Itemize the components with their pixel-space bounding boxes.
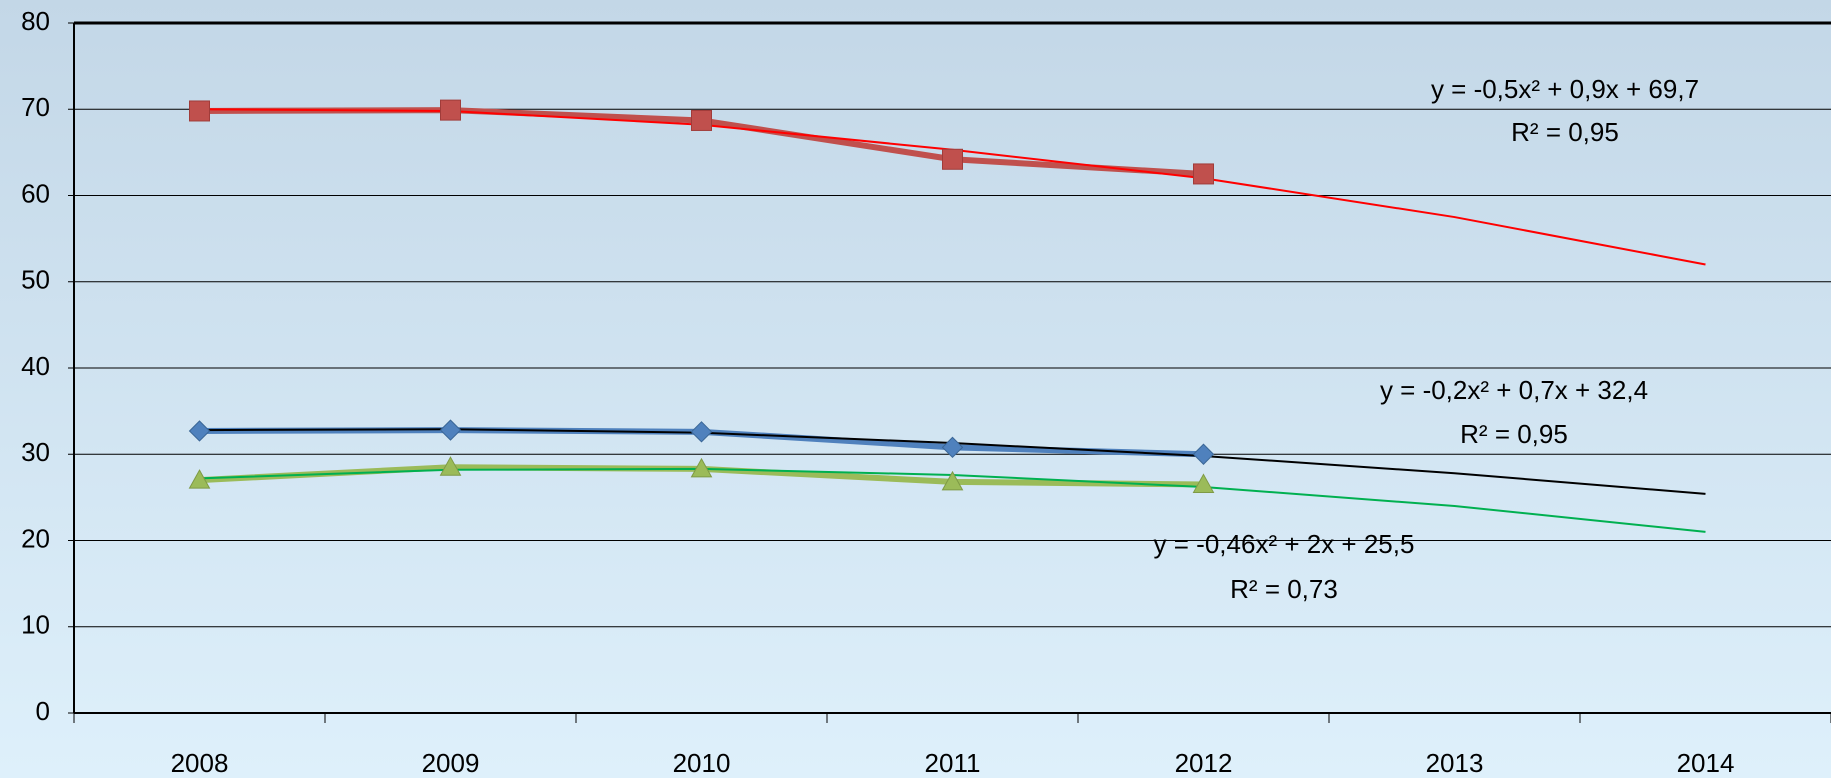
y-tick-label: 50 xyxy=(21,265,50,295)
marker xyxy=(189,100,210,122)
marker xyxy=(188,469,211,489)
marker xyxy=(942,148,963,170)
marker xyxy=(188,420,211,442)
x-tick-label: 2014 xyxy=(1677,748,1735,778)
marker xyxy=(941,470,964,491)
trendline-r2: R² = 0,95 xyxy=(1511,117,1619,147)
marker xyxy=(691,109,712,131)
trendline-r2: R² = 0,95 xyxy=(1460,419,1568,449)
y-tick-label: 0 xyxy=(36,696,50,726)
marker xyxy=(439,419,462,441)
y-tick-label: 80 xyxy=(21,6,50,36)
y-tick-label: 60 xyxy=(21,178,50,208)
trendline-r2: R² = 0,73 xyxy=(1230,574,1338,604)
x-tick-label: 2013 xyxy=(1426,748,1484,778)
y-tick-label: 40 xyxy=(21,351,50,381)
marker xyxy=(1192,443,1215,465)
marker xyxy=(941,436,964,459)
x-tick-label: 2010 xyxy=(673,748,731,778)
x-tick-label: 2011 xyxy=(925,748,981,778)
marker xyxy=(1193,163,1214,185)
trendline-equation: y = -0,2x² + 0,7x + 32,4 xyxy=(1380,375,1648,405)
x-tick-label: 2008 xyxy=(171,748,229,778)
marker xyxy=(1192,473,1215,493)
marker xyxy=(439,456,462,476)
y-tick-label: 30 xyxy=(21,437,50,467)
y-tick-label: 10 xyxy=(21,610,50,640)
y-tick-label: 70 xyxy=(21,92,50,122)
marker xyxy=(690,421,713,443)
x-tick-label: 2012 xyxy=(1175,748,1233,778)
y-tick-label: 20 xyxy=(21,523,50,553)
trendline-equation: y = -0,46x² + 2x + 25,5 xyxy=(1154,529,1415,559)
marker xyxy=(690,457,713,478)
x-tick-label: 2009 xyxy=(422,748,480,778)
trendline-equation: y = -0,5x² + 0,9x + 69,7 xyxy=(1431,74,1699,104)
marker xyxy=(440,99,461,121)
